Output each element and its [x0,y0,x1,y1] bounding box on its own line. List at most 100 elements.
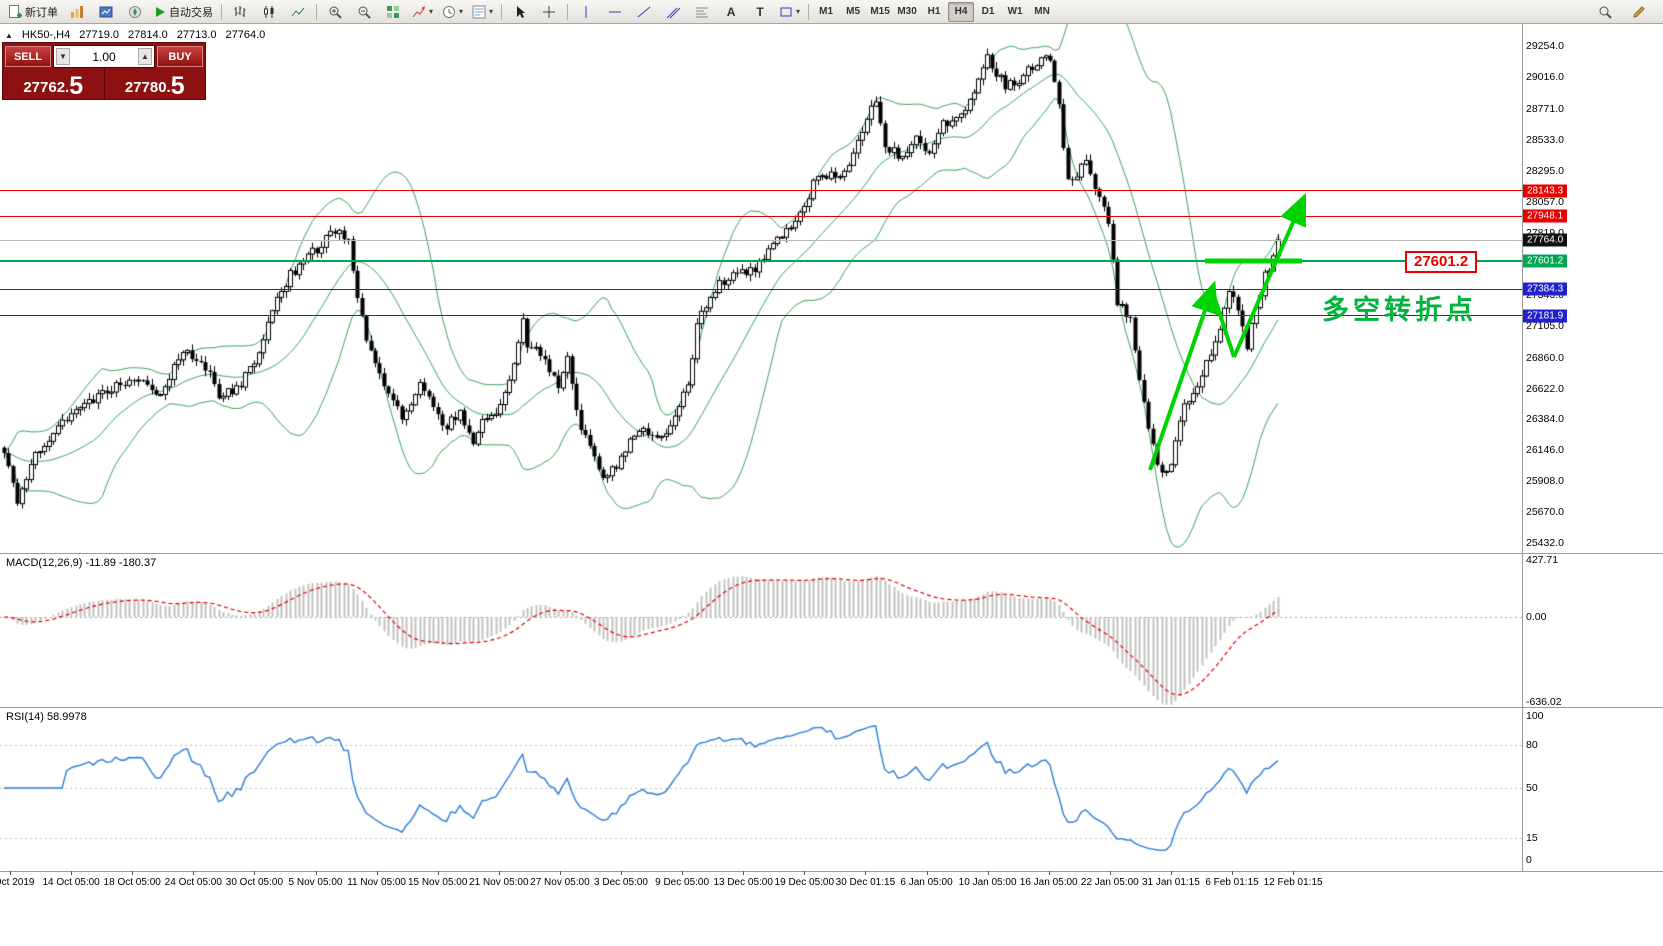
time-label: 18 Oct 05:00 [103,877,161,888]
indicators-button[interactable]: ▾ [408,1,437,23]
horizontal-level-line[interactable] [0,190,1522,192]
line-chart-button[interactable] [284,1,312,23]
period-button[interactable]: ▾ [438,1,467,23]
volume-input[interactable] [75,48,133,65]
price-tick: 100 [1526,710,1544,722]
label-button[interactable]: T [746,1,774,23]
time-tick [254,871,255,875]
pivot-annotation-text[interactable]: 多空转折点 [1322,295,1477,325]
buy-button[interactable]: BUY [157,46,203,67]
charts-button[interactable] [63,1,91,23]
line-chart-icon [291,5,305,19]
search-button[interactable] [1591,1,1619,23]
timeframe-w1[interactable]: W1 [1007,6,1023,17]
price-tick: 25908.0 [1526,475,1564,488]
tile-windows-button[interactable] [379,1,407,23]
channel-button[interactable] [659,1,687,23]
price-tick: 427.71 [1526,553,1559,566]
crosshair-button[interactable] [535,1,563,23]
time-label: 9 Dec 05:00 [655,877,710,888]
price-line-label: 27601.2 [1523,254,1568,268]
indicators-icon [412,5,426,19]
price-line-label: 28143.3 [1523,184,1568,198]
volume-increase-icon[interactable]: ▲ [138,48,152,65]
timeframe-m1[interactable]: M1 [819,6,834,17]
market-watch-icon [99,5,113,19]
timeframe-m15[interactable]: M15 [870,6,890,17]
text-button[interactable]: A [717,1,745,23]
panel-divider[interactable] [0,707,1663,708]
one-click-collapse-icon[interactable]: ▲ [5,30,13,40]
horizontal-line-icon [608,5,622,19]
buy-price-big-digit: 5 [170,72,185,100]
zoom-out-button[interactable] [350,1,378,23]
rsi-panel[interactable] [0,708,1522,871]
macd-panel[interactable] [0,554,1522,707]
time-label: 15 Nov 05:00 [407,877,468,888]
timeframe-d1[interactable]: D1 [981,6,995,17]
navigator-icon [128,5,142,19]
volume-stepper[interactable]: ▼ ▲ [53,45,155,68]
vertical-line-button[interactable] [572,1,600,23]
timeframe-h1[interactable]: H1 [927,6,941,17]
macd-canvas[interactable] [0,554,1522,707]
time-label: 24 Oct 05:00 [164,877,222,888]
time-label: 3 Dec 05:00 [594,877,648,888]
sell-price-main: 27762. [23,79,70,96]
zoom-out-icon [357,5,371,19]
price-scale[interactable]: 29254.0 29016.0 28771.0 28533.0 28295.0 28057… [1523,0,1662,946]
time-tick [10,871,11,875]
timeframe-m5[interactable]: M5 [846,6,861,17]
horizontal-level-line[interactable] [0,260,1522,263]
horizontal-level-line[interactable] [0,315,1522,317]
volume-decrease-icon[interactable]: ▼ [56,48,70,65]
time-label: 19 Dec 05:00 [774,877,835,888]
horizontal-line-button[interactable] [601,1,629,23]
time-label: 14 Oct 05:00 [42,877,100,888]
pivot-price-tag[interactable]: 27601.2 [1405,251,1478,273]
buy-price[interactable]: 27780. 5 [105,68,206,99]
timeframe-mn[interactable]: MN [1034,6,1050,17]
last-price-line[interactable] [0,239,1522,241]
fibonacci-button[interactable] [688,1,716,23]
chevron-down-icon: ▾ [429,7,434,16]
trendline-icon [637,5,651,19]
price-tick: -636.02 [1526,695,1562,708]
zoom-in-button[interactable] [321,1,349,23]
cursor-button[interactable] [506,1,534,23]
time-tick [1049,871,1050,875]
time-tick [927,871,928,875]
timeframe-h4[interactable]: H4 [948,1,975,22]
trendline-button[interactable] [630,1,658,23]
price-tick: 29254.0 [1526,40,1564,53]
bar-chart-button[interactable] [226,1,254,23]
auto-trading-icon [154,5,166,19]
edit-button[interactable] [1625,1,1653,23]
sell-price[interactable]: 27762. 5 [3,68,105,99]
time-tick [988,871,989,875]
edit-icon [1632,5,1646,19]
time-tick [71,871,72,875]
panel-divider[interactable] [0,553,1663,554]
timeframe-m30[interactable]: M30 [897,6,917,17]
sell-button[interactable]: SELL [5,46,51,67]
main-chart-area[interactable]: 27601.2 多空转折点 [0,24,1522,553]
horizontal-level-line[interactable] [0,288,1522,290]
candlestick-chart-button[interactable] [255,1,283,23]
new-order-button[interactable]: 新订单 [4,1,62,23]
shapes-button[interactable]: ▾ [775,1,804,23]
bar-chart-icon [233,5,247,19]
price-tick: 15 [1526,832,1538,845]
shapes-icon [779,5,793,19]
price-line-label: 27181.9 [1523,309,1568,323]
horizontal-level-line[interactable] [0,215,1522,217]
navigator-button[interactable] [121,1,149,23]
rsi-header: RSI(14) 58.9978 [6,711,87,723]
rsi-canvas[interactable] [0,708,1522,871]
auto-trading-button[interactable]: 自动交易 [150,1,217,23]
template-button[interactable]: ▾ [468,1,497,23]
market-watch-button[interactable] [92,1,120,23]
cursor-icon [513,5,527,19]
